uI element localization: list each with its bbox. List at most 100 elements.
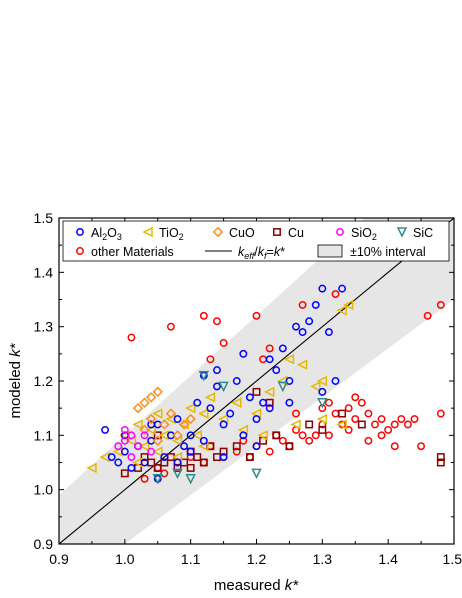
x-tick-label: 1.5: [443, 551, 462, 567]
data-point: [239, 431, 248, 440]
data-point: [120, 436, 129, 445]
data-point: [257, 430, 268, 441]
x-tick-label: 1.4: [378, 551, 398, 567]
data-point: [218, 381, 229, 393]
legend-item: other Materials: [76, 245, 174, 259]
legend-label: SiC: [413, 226, 433, 240]
data-point: [311, 300, 320, 309]
data-point: [139, 424, 150, 436]
data-point: [265, 355, 274, 364]
data-point: [318, 404, 327, 413]
data-point: [145, 392, 157, 403]
data-point: [305, 317, 314, 326]
data-point: [145, 413, 157, 425]
data-point: [318, 387, 327, 396]
data-point: [120, 469, 129, 478]
data-point: [278, 436, 287, 445]
data-point: [198, 370, 210, 382]
legend-marker: [76, 247, 84, 255]
x-tick-label: 0.9: [49, 551, 69, 567]
legend-marker: [142, 226, 153, 238]
legend-marker: [396, 227, 408, 238]
data-point: [377, 415, 386, 423]
data-point: [285, 377, 294, 385]
data-point: [272, 431, 281, 440]
data-point: [152, 446, 163, 457]
data-point: [165, 408, 177, 419]
legend-item-reference-line: keff/kf=k*: [205, 245, 285, 261]
data-point: [86, 462, 97, 474]
data-point: [173, 463, 182, 472]
data-point: [259, 398, 268, 407]
data-point: [232, 447, 241, 456]
data-point: [219, 453, 228, 462]
legend-marker: [76, 228, 84, 236]
data-point: [173, 458, 182, 467]
data-point: [342, 299, 354, 311]
data-point: [317, 397, 328, 409]
data-point: [371, 420, 379, 429]
data-point: [140, 474, 149, 483]
legend-label: SiO2: [351, 226, 377, 242]
data-point: [357, 398, 366, 407]
data-point: [324, 328, 333, 337]
data-point: [160, 458, 169, 467]
y-axis-title: modeled k*: [7, 342, 24, 418]
data-point: [338, 284, 347, 293]
y-tick-label: 1.1: [34, 427, 54, 443]
data-point: [252, 311, 261, 320]
legend-item: Al2O3: [76, 226, 122, 242]
data-point: [127, 333, 136, 342]
data-point: [278, 344, 287, 353]
x-tick-label: 1.1: [181, 551, 201, 567]
data-point: [251, 468, 262, 480]
data-point: [318, 425, 327, 434]
legend-label: TiO2: [159, 226, 184, 242]
data-point: [172, 468, 183, 480]
data-point: [290, 419, 301, 430]
data-point: [296, 359, 308, 370]
data-point: [344, 425, 353, 434]
data-point: [277, 381, 289, 393]
data-point: [206, 404, 215, 413]
data-point: [252, 442, 261, 451]
data-point: [252, 387, 261, 396]
data-point: [140, 458, 149, 467]
legend-item-interval: ±10% interval: [317, 244, 426, 259]
data-point: [199, 458, 208, 467]
data-point: [193, 398, 202, 407]
data-point: [305, 436, 314, 445]
legend-label: CuO: [229, 226, 255, 240]
x-axis-title: measured k*: [214, 577, 299, 594]
data-point: [324, 431, 333, 440]
data-point: [134, 442, 142, 451]
data-point: [316, 413, 328, 425]
data-point: [166, 322, 175, 331]
legend-item: CuO: [212, 226, 255, 240]
y-tick-label: 0.9: [34, 536, 54, 552]
data-point: [310, 381, 321, 392]
data-point: [186, 463, 195, 472]
data-point: [305, 420, 314, 429]
data-point: [336, 419, 347, 430]
data-point: [127, 453, 136, 462]
data-point: [377, 431, 386, 440]
legend-label: keff/kf=k*: [238, 245, 285, 261]
data-point: [403, 420, 412, 429]
legend-band-swatch: [317, 244, 343, 258]
x-tick-label: 1.0: [115, 551, 135, 567]
data-point: [206, 355, 215, 364]
data-point: [185, 474, 196, 485]
legend-box: [62, 220, 450, 262]
data-point: [160, 453, 169, 462]
data-point: [265, 404, 274, 413]
series-cuo: [132, 386, 196, 446]
data-point: [152, 474, 163, 485]
series-al2o3: [101, 284, 347, 483]
data-point: [239, 349, 248, 358]
data-point: [316, 375, 328, 387]
data-point: [298, 300, 307, 309]
data-point: [272, 366, 281, 375]
data-point: [364, 409, 373, 418]
